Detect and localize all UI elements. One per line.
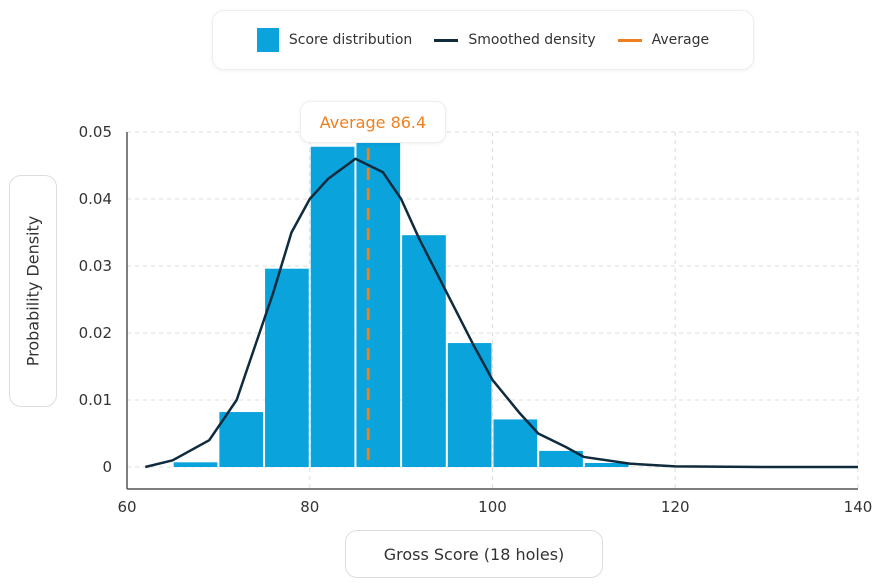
histogram-bar xyxy=(219,412,264,467)
average-annotation: Average 86.4 xyxy=(300,101,446,143)
histogram-bar xyxy=(173,462,218,467)
legend-item-smoothed-density[interactable]: Smoothed density xyxy=(434,32,596,48)
legend-label: Score distribution xyxy=(288,32,413,48)
histogram-bar xyxy=(539,450,583,467)
legend-item-average[interactable]: Average xyxy=(617,32,710,48)
x-tick-label: 140 xyxy=(844,498,873,516)
histogram-bar xyxy=(447,343,492,467)
y-tick-label: 0.02 xyxy=(79,324,112,342)
legend-label: Average xyxy=(651,32,710,48)
histogram-bar xyxy=(402,235,446,467)
y-tick-label: 0.03 xyxy=(79,257,112,275)
x-tick-label: 120 xyxy=(661,498,690,516)
legend-label: Smoothed density xyxy=(468,32,596,48)
y-axis-label: Probability Density xyxy=(9,175,57,407)
legend-swatch-bars xyxy=(256,28,279,52)
x-axis-label-text: Gross Score (18 holes) xyxy=(383,544,565,564)
density-line xyxy=(144,157,858,469)
legend-swatch-density xyxy=(434,38,459,42)
y-tick-label: 0.01 xyxy=(79,391,112,409)
y-axis-label-text: Probability Density xyxy=(23,215,43,367)
x-axis-label: Gross Score (18 holes) xyxy=(345,530,603,578)
y-tick-label: 0.05 xyxy=(79,123,112,141)
y-tick-label: 0 xyxy=(102,458,112,476)
legend-swatch-average xyxy=(617,38,642,42)
x-tick-label: 100 xyxy=(478,498,507,516)
average-annotation-text: Average 86.4 xyxy=(319,112,427,132)
histogram-bar xyxy=(310,146,355,468)
histogram-bar xyxy=(584,462,629,467)
histogram-bar xyxy=(265,268,309,467)
y-tick-label: 0.04 xyxy=(79,190,112,208)
histogram-bar xyxy=(356,142,401,468)
x-tick-label: 80 xyxy=(300,498,319,516)
histogram-bar xyxy=(493,419,538,467)
legend-item-score-distribution[interactable]: Score distribution xyxy=(256,28,413,52)
x-tick-label: 60 xyxy=(117,498,136,516)
legend: Score distribution Smoothed density Aver… xyxy=(212,10,754,70)
